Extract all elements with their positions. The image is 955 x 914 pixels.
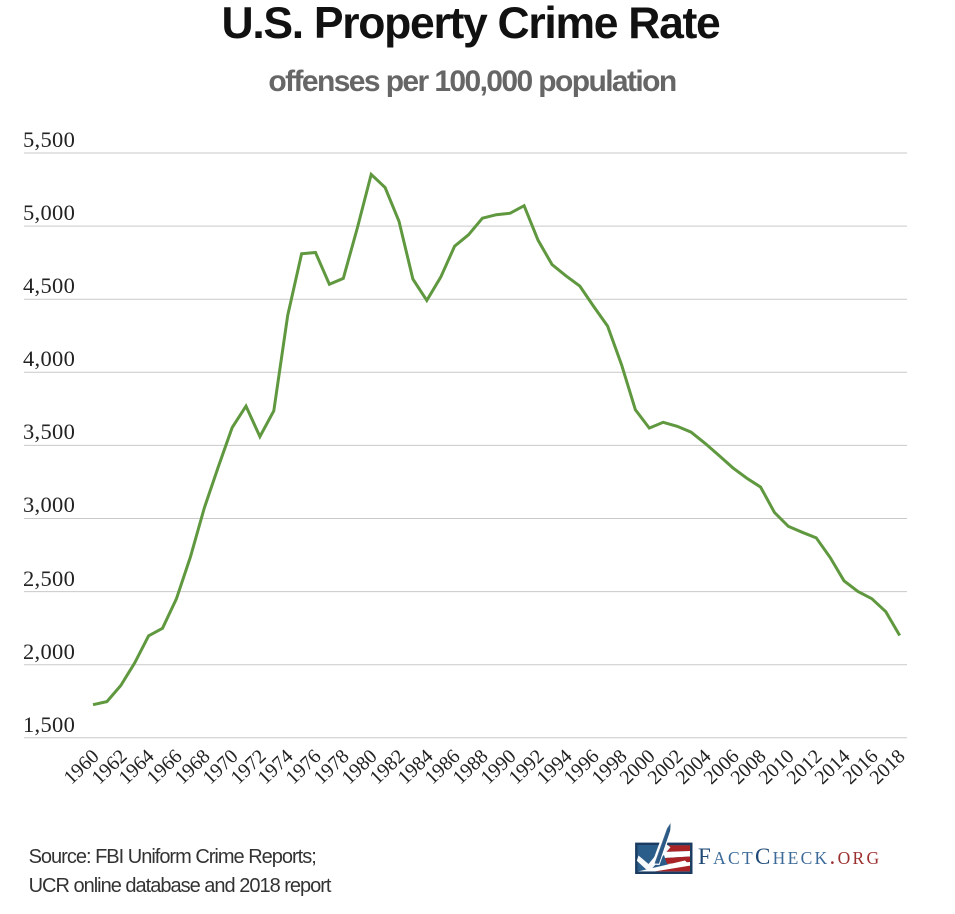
svg-text:FACTCHECK.ORG: FACTCHECK.ORG [698,844,881,869]
